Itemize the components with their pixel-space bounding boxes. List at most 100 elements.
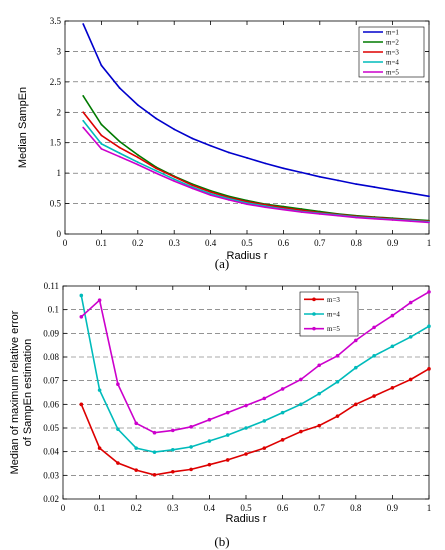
point-b-m=3-10	[262, 446, 267, 450]
ytick-label-b-8: 0.1	[48, 305, 59, 315]
point-a-m=1-6	[191, 137, 194, 140]
xtick-label-a-4: 0.4	[205, 238, 217, 248]
point-a-m=5-2	[118, 155, 121, 158]
point-a-m=4-1	[100, 143, 103, 145]
xtick-label-a-6: 0.6	[278, 238, 290, 248]
point-b-m=4-13	[317, 391, 322, 396]
point-a-m=5-15	[355, 216, 358, 219]
point-a-m=3-3	[136, 156, 139, 159]
panel-label-a: (a)	[215, 256, 229, 271]
y-axis-title-b: Median of maximum relative errorof SampE…	[9, 310, 34, 474]
point-b-m=3-5	[171, 469, 175, 474]
point-a-m=1-2	[118, 87, 121, 89]
ytick-label-b-7: 0.09	[43, 328, 59, 338]
point-b-m=3-13	[317, 423, 322, 428]
point-b-m=5-15	[354, 338, 358, 343]
point-a-m=1-18	[409, 192, 412, 195]
point-a-m=4-2	[118, 152, 121, 154]
ytick-label-b-1: 0.03	[43, 470, 59, 480]
point-a-m=1-16	[373, 186, 376, 189]
point-b-m=5-10	[262, 396, 267, 401]
point-a-m=3-6	[191, 184, 194, 187]
legend-label-b-m=4: m=4	[327, 311, 340, 319]
plot-area-b	[63, 286, 429, 499]
point-a-m=1-19	[428, 195, 430, 198]
point-a-m=2-1	[100, 123, 103, 126]
point-b-m=4-9	[244, 426, 248, 430]
xtick-label-b-10: 1	[427, 503, 432, 513]
point-a-m=5-3	[136, 163, 139, 166]
point-b-m=3-8	[225, 458, 230, 462]
point-b-m=5-19	[427, 290, 431, 294]
point-a-m=2-0	[82, 94, 85, 97]
point-b-m=4-11	[280, 410, 285, 415]
chart-b-svg: 0.020.030.040.050.060.070.080.090.10.110…	[9, 281, 432, 549]
point-b-m=3-14	[335, 414, 340, 418]
point-a-m=5-17	[391, 219, 394, 221]
point-a-m=1-3	[136, 104, 139, 106]
point-b-m=4-6	[189, 445, 193, 449]
legend-label-a-m=1: m=1	[386, 29, 399, 37]
xtick-label-a-8: 0.8	[351, 238, 363, 248]
point-b-m=4-0	[79, 293, 84, 298]
point-a-m=5-13	[318, 213, 321, 215]
point-a-m=5-5	[173, 180, 176, 182]
ytick-label-a-0: 0	[57, 229, 62, 239]
xtick-label-b-6: 0.6	[277, 503, 289, 513]
legend-label-a-m=4: m=4	[386, 59, 399, 67]
point-a-m=5-1	[100, 147, 103, 150]
ytick-label-a-3: 1.5	[50, 138, 62, 148]
y-axis-title-line-b-1: of SampEn estimation	[22, 339, 34, 447]
xtick-label-b-3: 0.3	[167, 503, 179, 513]
ytick-label-b-6: 0.08	[43, 352, 59, 362]
point-b-m=4-7	[207, 439, 212, 443]
point-b-m=3-19	[427, 367, 431, 371]
xtick-label-a-10: 1	[427, 238, 432, 248]
legend-marker-b-m=3	[312, 297, 316, 302]
point-b-m=5-5	[171, 428, 175, 433]
point-a-m=5-0	[82, 126, 85, 129]
legend-label-a-m=3: m=3	[386, 49, 399, 57]
point-a-m=4-0	[82, 119, 85, 122]
xtick-label-b-0: 0	[61, 503, 66, 513]
series-line-b-m=4	[80, 295, 430, 453]
point-b-m=5-11	[280, 387, 285, 391]
xtick-label-a-2: 0.2	[132, 238, 143, 248]
ytick-label-b-0: 0.02	[43, 494, 59, 504]
point-a-m=3-2	[118, 146, 121, 149]
point-b-m=5-18	[408, 300, 413, 305]
point-a-m=5-6	[191, 187, 194, 190]
point-b-m=3-15	[354, 402, 358, 407]
point-b-m=4-2	[116, 427, 120, 431]
xtick-label-b-2: 0.2	[131, 503, 142, 513]
point-a-m=5-4	[155, 172, 157, 175]
legend-marker-b-m=4	[312, 312, 316, 316]
xtick-label-a-3: 0.3	[169, 238, 181, 248]
point-a-m=1-10	[264, 162, 267, 165]
point-a-m=5-12	[300, 211, 303, 213]
figure-a: 0 0.5 1 1.5 2 2.5 3 3.5 0 0.1 0.2 0.3 0.4 0.5 0.6 0.7 0.…	[0, 0, 445, 272]
point-b-m=3-2	[116, 461, 120, 465]
point-b-m=3-7	[207, 462, 212, 467]
point-b-m=3-12	[299, 429, 303, 434]
point-b-m=3-6	[189, 467, 193, 472]
point-b-m=5-1	[97, 298, 102, 302]
ytick-label-a-1: 0.5	[50, 199, 62, 209]
point-b-m=4-8	[225, 433, 230, 437]
point-b-m=5-6	[189, 425, 193, 429]
point-a-m=2-2	[118, 140, 121, 143]
legend-label-b-m=5: m=5	[327, 325, 340, 333]
point-a-m=1-4	[155, 117, 157, 120]
point-b-m=3-0	[79, 402, 84, 407]
point-a-m=5-11	[282, 208, 285, 211]
xtick-label-b-1: 0.1	[94, 503, 105, 513]
ytick-label-a-4: 2	[57, 107, 62, 117]
point-b-m=3-17	[390, 385, 395, 390]
legend-label-a-m=2: m=2	[386, 39, 399, 47]
point-b-m=5-17	[390, 313, 395, 318]
point-b-m=4-10	[262, 419, 267, 423]
point-a-m=4-3	[136, 161, 139, 164]
point-b-m=5-16	[372, 325, 376, 330]
point-a-m=3-5	[173, 175, 176, 178]
point-a-m=1-1	[100, 64, 103, 67]
